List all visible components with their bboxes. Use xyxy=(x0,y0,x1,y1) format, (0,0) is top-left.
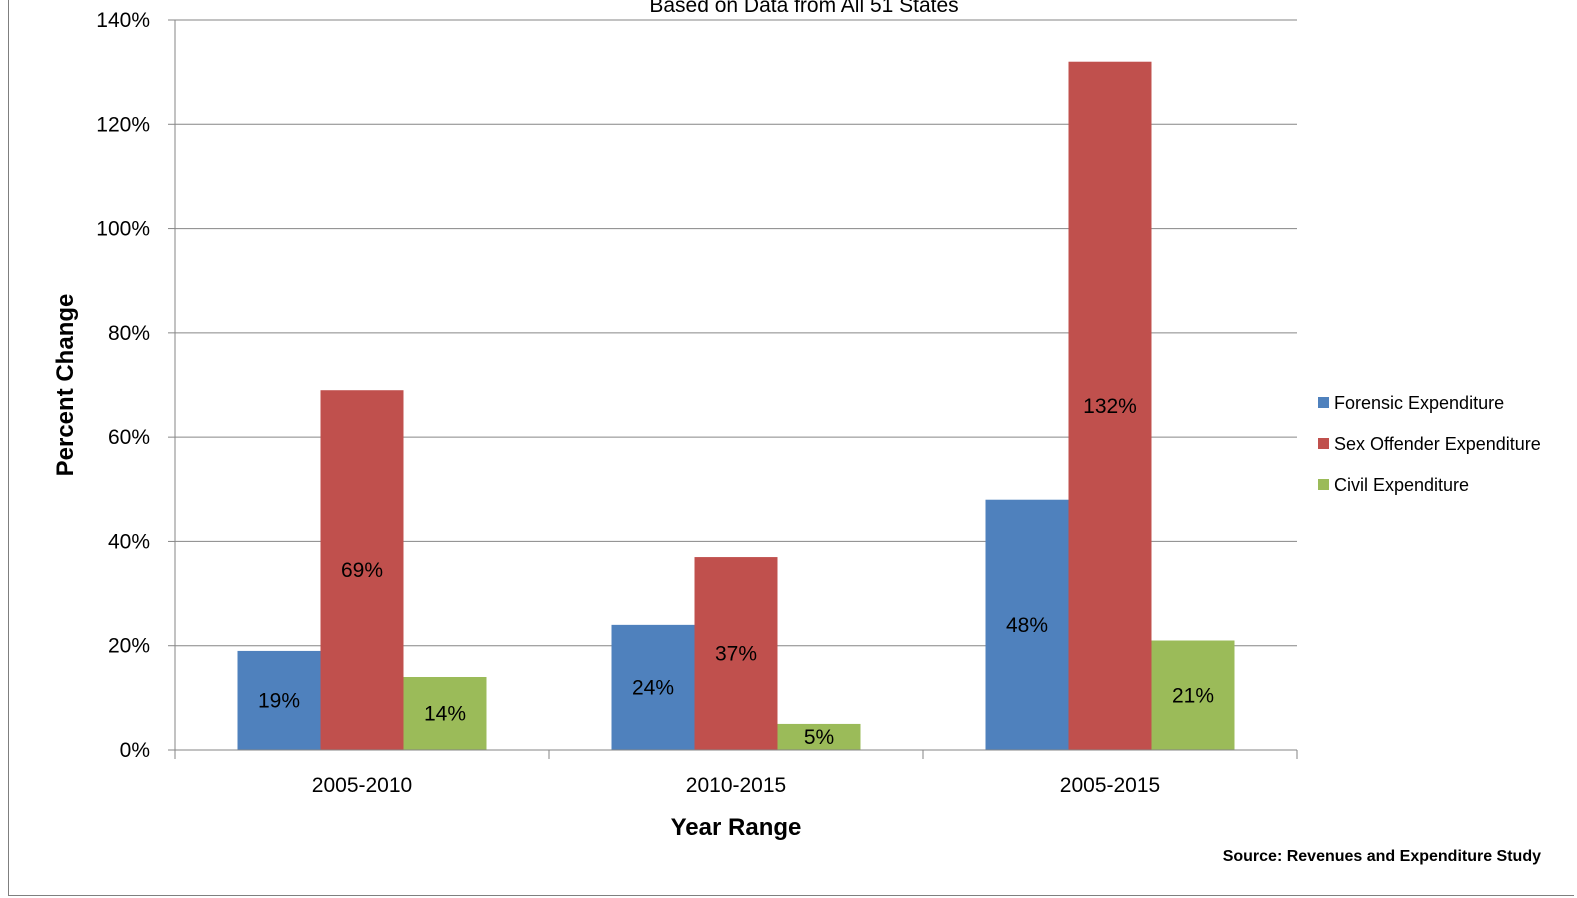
data-label: 21% xyxy=(1172,684,1214,707)
bar xyxy=(985,499,1069,750)
y-tick-label: 20% xyxy=(108,635,150,658)
data-label: 5% xyxy=(804,726,834,749)
legend-label: Forensic Expenditure xyxy=(1334,393,1504,413)
data-label: 19% xyxy=(258,689,300,712)
bar xyxy=(320,390,404,750)
data-label: 48% xyxy=(1006,614,1048,637)
chart-frame xyxy=(8,0,1574,896)
source-note: Source: Revenues and Expenditure Study xyxy=(1223,848,1541,865)
legend-swatch xyxy=(1318,397,1329,408)
bar xyxy=(237,650,321,750)
y-tick-label: 100% xyxy=(96,218,150,241)
y-tick-label: 140% xyxy=(96,9,150,32)
x-tick-label: 2005-2015 xyxy=(1060,774,1160,797)
y-tick-label: 80% xyxy=(108,322,150,345)
x-tick-label: 2005-2010 xyxy=(312,774,412,797)
axes xyxy=(168,19,1298,759)
data-label: 24% xyxy=(632,676,674,699)
bar xyxy=(1151,640,1235,750)
legend-label: Sex Offender Expenditure xyxy=(1334,434,1541,454)
y-tick-label: 60% xyxy=(108,426,150,449)
data-label: 14% xyxy=(424,703,466,726)
y-axis-title: Percent Change xyxy=(52,294,79,477)
bars xyxy=(237,61,1235,750)
bar xyxy=(1068,61,1152,750)
y-tick-label: 120% xyxy=(96,113,150,136)
chart-subtitle: Based on Data from All 51 States xyxy=(649,0,958,17)
legend-swatch xyxy=(1318,479,1329,490)
bar xyxy=(694,557,778,750)
x-axis-title: Year Range xyxy=(671,814,802,841)
y-tick-label: 0% xyxy=(120,739,150,762)
data-labels: 19% 69% 14% 24% 37% 5% 48% 132% 21% xyxy=(258,395,1214,749)
data-label: 69% xyxy=(341,559,383,582)
x-tick-label: 2010-2015 xyxy=(686,774,786,797)
bar xyxy=(403,677,487,750)
legend: Forensic Expenditure Sex Offender Expendi… xyxy=(1318,393,1541,495)
data-label: 37% xyxy=(715,643,757,666)
y-tick-labels: 0% 20% 40% 60% 80% 100% 120% 140% xyxy=(96,9,150,762)
data-label: 132% xyxy=(1083,395,1137,418)
y-tick-label: 40% xyxy=(108,530,150,553)
bar xyxy=(777,723,861,750)
bar xyxy=(611,624,695,750)
x-tick-labels: 2005-2010 2010-2015 2005-2015 xyxy=(312,774,1160,797)
legend-label: Civil Expenditure xyxy=(1334,475,1469,495)
legend-swatch xyxy=(1318,438,1329,449)
